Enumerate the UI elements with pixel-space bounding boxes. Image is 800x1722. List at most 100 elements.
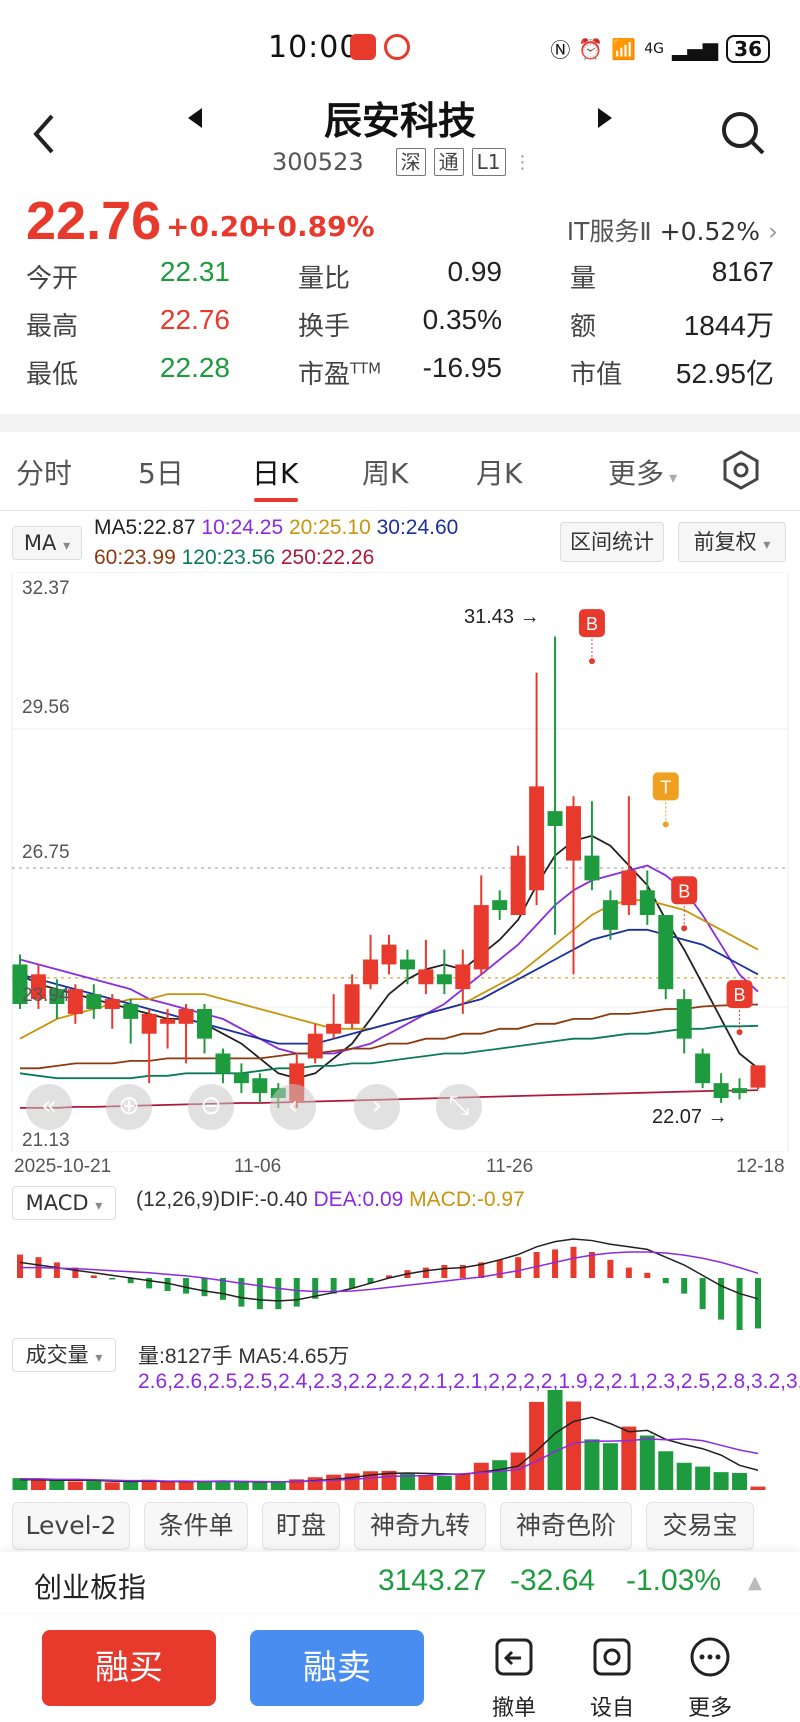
search-icon[interactable] [720, 110, 766, 156]
next-stock-icon[interactable] [594, 106, 614, 130]
candle-body [750, 1065, 766, 1088]
candle-body [49, 989, 65, 1005]
signal-dot [662, 821, 669, 828]
macd-bar [699, 1278, 706, 1310]
add-watchlist-button[interactable]: 设自选 [582, 1636, 642, 1722]
macd-selector[interactable]: MACD ▾ [12, 1186, 116, 1220]
signal-dot [736, 1029, 743, 1036]
macd-bar [570, 1246, 577, 1278]
candle-body [233, 1073, 249, 1084]
quote-value: -16.95 [422, 352, 502, 383]
macd-bar [386, 1275, 392, 1278]
signal-label: 4G [644, 40, 664, 57]
candle-body [363, 959, 379, 985]
zoom-in-icon[interactable]: ⊕ [106, 1084, 152, 1130]
tab-intraday[interactable]: 分时 [16, 457, 73, 490]
more-button[interactable]: 更多 [680, 1636, 740, 1722]
signal-b-marker: B [726, 980, 753, 1036]
adjust-selector[interactable]: 前复权 ▾ [678, 522, 786, 562]
tab-weekly-k[interactable]: 周K [362, 457, 409, 490]
volume-chart[interactable] [0, 1372, 800, 1490]
ma-selector[interactable]: MA ▾ [12, 526, 82, 560]
margin-sell-button[interactable]: 融卖 [250, 1630, 424, 1706]
candle [602, 890, 618, 940]
candle [307, 1023, 323, 1064]
candle [104, 994, 120, 1029]
volume-selector[interactable]: 成交量 ▾ [12, 1338, 116, 1372]
signal-b-marker: B [671, 876, 698, 932]
tool-conditional-order[interactable]: 条件单 [144, 1502, 248, 1550]
candle-body [455, 964, 471, 990]
candle-body [658, 914, 674, 990]
candle [233, 1063, 249, 1094]
macd-bar [459, 1265, 466, 1278]
back-icon[interactable] [30, 112, 60, 156]
fullscreen-icon[interactable]: ⤡ [436, 1084, 482, 1130]
margin-buy-button[interactable]: 融买 [42, 1630, 216, 1706]
volume-bar [86, 1481, 102, 1490]
volume-bar [49, 1480, 65, 1490]
candle [584, 801, 600, 891]
ma-values-row-2: 60:23.99 120:23.56 250:22.26 [94, 546, 374, 570]
signal-label: T [660, 777, 671, 797]
rewind-icon[interactable]: « [26, 1084, 72, 1130]
expand-up-icon[interactable]: ▲ [748, 1572, 762, 1593]
market-tag: 深 [395, 148, 426, 176]
index-ticker[interactable]: 创业板指 3143.27 -32.64 -1.03% ▲ [0, 1552, 800, 1612]
candle-body [123, 1004, 139, 1019]
volume-bar [326, 1474, 342, 1490]
candle-body [215, 1053, 231, 1074]
tab-daily-k[interactable]: 日K [252, 457, 299, 490]
macd-chart[interactable] [0, 1220, 800, 1338]
candle [399, 949, 415, 985]
sector-name: IT服务Ⅱ [566, 217, 652, 246]
prev-stock-icon[interactable] [186, 106, 206, 130]
more-tags-icon[interactable]: ⋮ [513, 151, 532, 173]
tool-level2[interactable]: Level-2 [12, 1502, 130, 1550]
sector-link[interactable]: IT服务Ⅱ +0.52% › [567, 212, 778, 248]
cancel-order-button[interactable]: 撤单 [484, 1636, 544, 1722]
candle-body [547, 811, 563, 826]
weibo-icon [384, 34, 410, 60]
pan-left-icon[interactable]: ‹ [270, 1084, 316, 1130]
candle [732, 1078, 748, 1100]
candle [566, 796, 581, 975]
settings-hex-icon[interactable] [722, 450, 760, 490]
macd-bar [644, 1272, 651, 1278]
macd-bar [219, 1278, 226, 1300]
candle-body [695, 1053, 711, 1084]
tab-more[interactable]: 更多 ▾ [608, 457, 678, 490]
candle-body [584, 855, 600, 881]
candle [381, 934, 397, 975]
volume-bar [233, 1481, 249, 1490]
tool-magic-nine[interactable]: 神奇九转 [354, 1502, 486, 1550]
candle [215, 1048, 231, 1084]
tab-5day[interactable]: 5日 [138, 457, 184, 490]
cancel-order-label: 撤单 [491, 1696, 536, 1721]
candle-body [12, 964, 28, 1005]
kline-chart[interactable]: B T B B [0, 572, 800, 1152]
tool-trade-box[interactable]: 交易宝 [646, 1502, 754, 1550]
tool-watch[interactable]: 盯盘 [262, 1502, 340, 1550]
macd-bar [183, 1278, 190, 1294]
ma-line-ma10 [19, 864, 759, 1055]
macd-bar [330, 1278, 337, 1294]
zoom-out-icon[interactable]: ⊖ [188, 1084, 234, 1130]
range-stats-button[interactable]: 区间统计 [560, 522, 664, 562]
tab-monthly-k[interactable]: 月K [476, 457, 523, 490]
price-change: +0.20 [166, 210, 259, 243]
connect-tag: 通 [433, 148, 464, 176]
signal-b-marker: B [578, 609, 605, 665]
candle [363, 934, 379, 990]
macd-bar [72, 1267, 79, 1278]
candle-body [713, 1083, 729, 1099]
y-tick-label: 21.13 [22, 1130, 70, 1151]
period-tabs: 分时 5日 日K 周K 月K 更多 ▾ [0, 432, 800, 512]
ma-value-label: MA5:22.87 [94, 516, 202, 539]
volume-bar [713, 1472, 729, 1490]
candle-body [621, 870, 637, 906]
macd-bar [478, 1262, 485, 1278]
tool-magic-color[interactable]: 神奇色阶 [500, 1502, 632, 1550]
pan-right-icon[interactable]: › [354, 1084, 400, 1130]
